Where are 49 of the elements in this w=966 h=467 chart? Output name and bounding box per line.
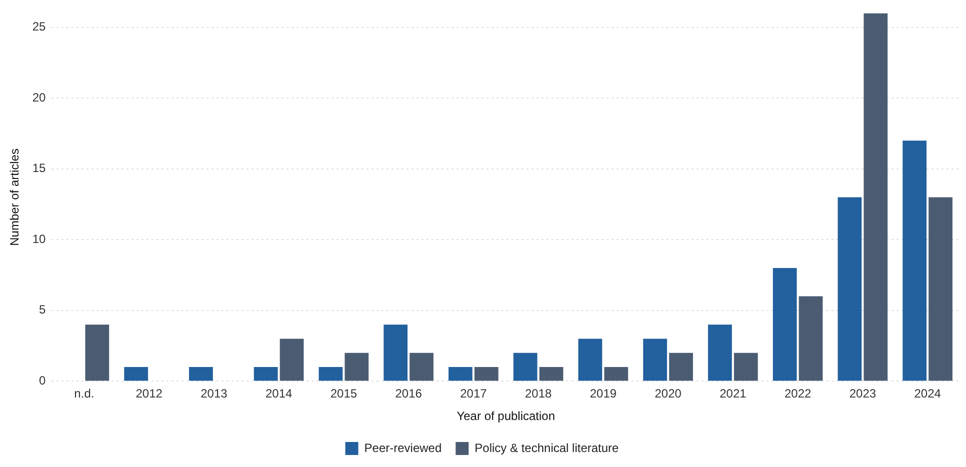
bar: [643, 338, 668, 381]
x-tick-label: n.d.: [74, 386, 94, 401]
bar: [669, 352, 693, 381]
bar: [798, 296, 823, 381]
y-tick-label: 10: [32, 232, 46, 246]
bar: [254, 367, 278, 381]
x-tick-label: 2014: [265, 386, 292, 401]
x-tick-label: 2018: [524, 386, 552, 401]
bar: [344, 352, 369, 381]
x-tick-label: 2012: [136, 386, 163, 401]
bar: [864, 13, 888, 381]
bar: [85, 324, 110, 381]
y-tick-label: 15: [32, 161, 46, 176]
bar: [772, 268, 797, 381]
bar: [604, 367, 628, 381]
y-tick-label: 0: [39, 374, 46, 388]
x-tick-label: 2016: [395, 386, 422, 401]
bar: [734, 352, 758, 381]
x-tick-label: 2015: [330, 386, 358, 401]
bar: [189, 367, 213, 381]
y-axis-title: Number of articles: [8, 148, 22, 246]
bar: [124, 367, 148, 381]
x-tick-label: 2021: [720, 386, 747, 401]
bar: [902, 140, 927, 381]
x-tick-label: 2024: [914, 386, 942, 401]
x-tick-label: 2019: [590, 386, 617, 401]
bar: [448, 367, 472, 381]
legend-label: Policy & technical literature: [474, 440, 620, 455]
x-tick-label: 2017: [460, 386, 488, 401]
x-tick-label: 2022: [784, 386, 812, 401]
bar: [708, 324, 732, 381]
bar: [539, 367, 564, 381]
y-tick-label: 25: [32, 20, 46, 34]
bar: [474, 367, 498, 381]
x-tick-label: 2020: [654, 386, 682, 401]
legend-label: Peer-reviewed: [364, 440, 442, 455]
bar: [513, 352, 538, 381]
x-tick-label: 2023: [849, 386, 876, 401]
bar: [384, 324, 408, 381]
y-tick-label: 5: [39, 302, 46, 317]
bar: [318, 367, 343, 381]
y-tick-label: 20: [32, 90, 46, 104]
bar: [280, 338, 304, 381]
bar: [838, 197, 862, 381]
bar: [410, 352, 434, 381]
bar: [928, 197, 952, 381]
x-tick-label: 2013: [200, 386, 228, 401]
bar: [578, 338, 602, 381]
x-axis-title: Year of publication: [456, 409, 556, 424]
